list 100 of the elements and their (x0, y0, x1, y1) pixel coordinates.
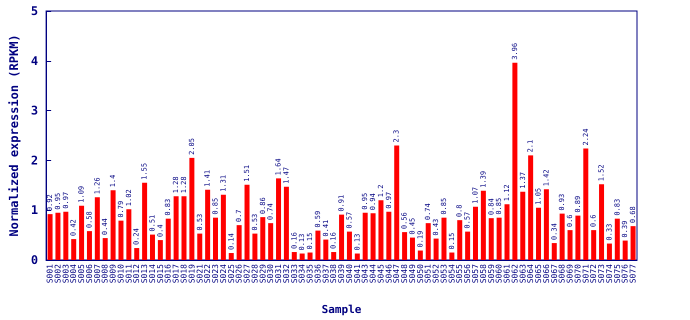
x-tick-label: S053 (439, 264, 448, 284)
bar (284, 186, 289, 260)
x-tick-label: S001 (46, 264, 55, 284)
bar (158, 240, 163, 260)
y-tick-label: 0 (30, 253, 38, 267)
x-tick-label: S044 (368, 264, 378, 284)
x-tick-label: S070 (573, 264, 582, 284)
bar (142, 182, 148, 260)
x-tick-label: S037 (321, 264, 330, 284)
x-tick-label: S071 (581, 264, 590, 284)
bar (630, 226, 636, 260)
x-tick-label: S077 (628, 264, 638, 284)
x-tick-label: S011 (124, 264, 134, 284)
x-tick-label: S010 (116, 264, 126, 284)
bar (346, 232, 352, 260)
x-tick-label: S039 (337, 264, 346, 284)
bar (102, 238, 108, 260)
bar (55, 212, 60, 260)
bar (323, 240, 328, 260)
x-axis-title: Sample (322, 303, 362, 316)
bar (205, 190, 210, 260)
bar (48, 214, 53, 260)
bar (134, 248, 140, 260)
bar (197, 234, 202, 260)
bar (394, 145, 400, 260)
x-tick-label: S021 (195, 264, 204, 284)
y-tick-label: 5 (30, 4, 38, 18)
x-tick-label: S003 (61, 264, 70, 284)
x-tick-label: S030 (266, 264, 276, 284)
bar (166, 218, 171, 260)
x-tick-label: S076 (620, 264, 630, 284)
bar (181, 196, 186, 260)
x-tick-label: S047 (392, 264, 402, 284)
x-tick-label: S048 (400, 264, 410, 284)
bar (622, 240, 628, 260)
x-tick-label: S052 (432, 264, 441, 284)
bar (606, 244, 612, 260)
x-tick-label: S034 (298, 264, 307, 284)
bar (213, 218, 218, 260)
x-tick-label: S031 (274, 264, 284, 284)
bar (591, 230, 596, 260)
x-tick-label: S008 (100, 264, 110, 284)
y-tick-label: 4 (30, 54, 38, 68)
y-tick-label: 2 (30, 153, 38, 168)
y-tick-label: 3 (30, 104, 38, 118)
bar (228, 253, 234, 260)
x-tick-label: S024 (218, 264, 228, 284)
bar (426, 223, 431, 260)
bar (520, 192, 526, 260)
x-tick-label: S013 (140, 264, 150, 284)
bar (560, 214, 565, 260)
x-tick-label: S056 (463, 264, 472, 284)
x-tick-label: S066 (542, 264, 551, 284)
bar (599, 184, 604, 260)
x-tick-label: S051 (424, 264, 433, 284)
bar (300, 254, 305, 260)
bar (465, 232, 470, 260)
x-tick-label: S033 (290, 264, 299, 284)
x-tick-label: S002 (53, 264, 62, 284)
x-tick-label: S059 (486, 264, 496, 284)
x-tick-label: S055 (455, 264, 464, 284)
bar (496, 218, 502, 260)
bar (370, 213, 376, 260)
x-tick-label: S068 (558, 264, 567, 284)
bar (536, 208, 542, 260)
bar (292, 252, 297, 260)
bar (315, 230, 320, 260)
y-tick-label: 1 (30, 203, 38, 218)
bar (260, 217, 266, 260)
bar (512, 62, 518, 260)
x-tick-label: S074 (604, 264, 614, 284)
bar (126, 209, 132, 260)
x-tick-label: S046 (384, 264, 394, 284)
bar (244, 184, 250, 260)
x-tick-label: S017 (172, 264, 181, 284)
bar (252, 234, 258, 260)
x-tick-label: S007 (92, 264, 102, 284)
bar (189, 158, 194, 260)
bar (410, 238, 415, 260)
x-tick-label: S028 (250, 264, 260, 284)
bar (220, 194, 226, 260)
bar (86, 231, 92, 260)
bar (331, 252, 336, 260)
bar (79, 206, 84, 260)
x-tick-label: S032 (282, 264, 291, 284)
x-tick-label: S027 (242, 264, 252, 284)
x-tick-label: S045 (376, 264, 386, 284)
bar (174, 196, 179, 260)
x-tick-label: S060 (494, 264, 504, 284)
x-tick-label: S009 (108, 264, 118, 284)
x-tick-label: S023 (211, 264, 220, 284)
bar (378, 200, 384, 260)
x-tick-label: S041 (352, 264, 362, 284)
bar (488, 218, 494, 260)
bar (110, 190, 116, 260)
x-tick-label: S069 (566, 264, 575, 284)
x-tick-label: S043 (360, 264, 370, 284)
x-tick-label: S067 (550, 264, 559, 284)
x-tick-label: S029 (258, 264, 268, 284)
x-tick-label: S057 (470, 264, 480, 284)
